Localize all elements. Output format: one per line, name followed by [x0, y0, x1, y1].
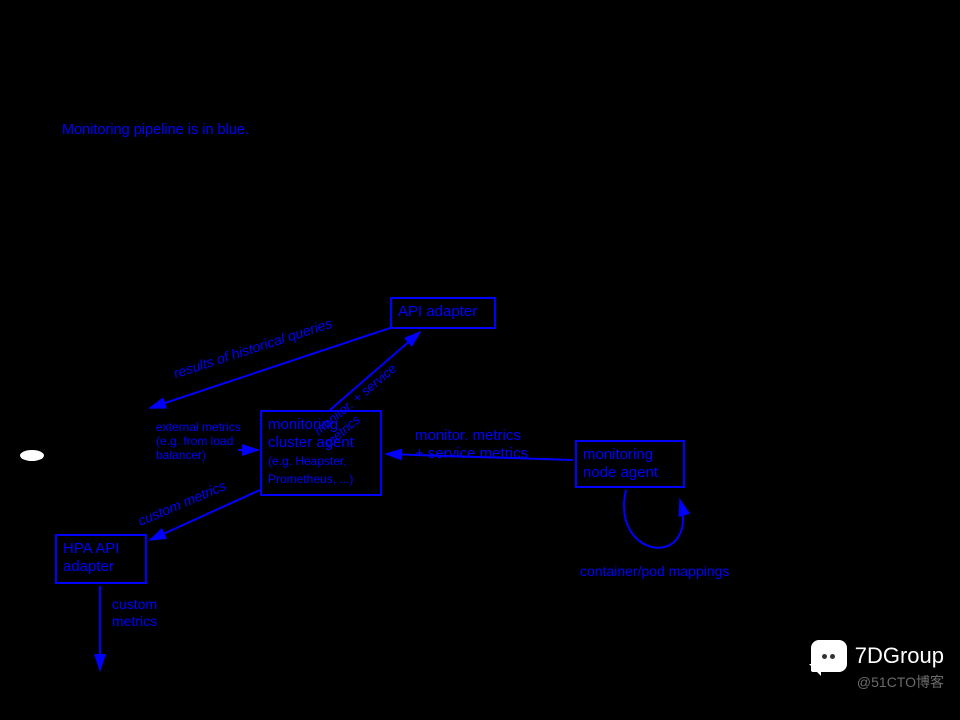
node-monitoring-node-agent: monitoring node agent [575, 440, 685, 488]
diagram-canvas: Monitoring pipeline is in blue. API adap… [0, 0, 960, 720]
node-hpa-api-adapter: HPA API adapter [55, 534, 147, 584]
edge-label-historical: results of historical queries [171, 315, 334, 382]
node-label: adapter [63, 558, 114, 575]
node-label: (e.g. Heapster, [268, 454, 347, 468]
watermark-logo: 7DGroup [811, 640, 944, 672]
node-label: Prometheus, ...) [268, 472, 353, 486]
edge-label-custom2a: custom [112, 596, 157, 613]
edge-label-container-map: container/pod mappings [580, 563, 729, 580]
edge-label-mon-metrics2: + service metrics [415, 445, 528, 463]
watermark-brand: 7DGroup [855, 643, 944, 669]
wechat-icon [811, 640, 847, 672]
edge-label-custom2b: metrics [112, 613, 157, 630]
node-label: API adapter [398, 303, 477, 320]
node-label: HPA API [63, 540, 119, 557]
caption: Monitoring pipeline is in blue. [62, 122, 249, 139]
edge-label-custom: custom metrics [135, 477, 228, 529]
node-label: monitoring [583, 446, 653, 463]
edge-label-mon-metrics: monitor. metrics [415, 427, 521, 445]
edge-label-external: external metrics(e.g. from loadbalancer) [156, 421, 256, 462]
node-label: node agent [583, 464, 658, 481]
decorative-ellipse [20, 450, 44, 461]
watermark-sub: @51CTO博客 [857, 672, 944, 692]
